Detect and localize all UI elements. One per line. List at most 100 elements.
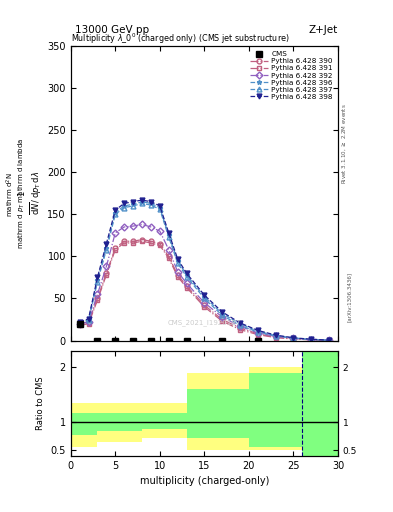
Pythia 6.428 398 <box>291 335 296 341</box>
Pythia 6.428 392 <box>140 221 144 227</box>
Pythia 6.428 398 <box>86 315 91 322</box>
Text: Z+Jet: Z+Jet <box>309 25 338 35</box>
Pythia 6.428 392 <box>255 330 260 336</box>
Pythia 6.428 397 <box>122 204 127 210</box>
Pythia 6.428 391 <box>113 247 118 253</box>
Pythia 6.428 391 <box>86 321 91 327</box>
Pythia 6.428 396 <box>184 272 189 278</box>
Pythia 6.428 392 <box>175 268 180 274</box>
Pythia 6.428 398 <box>202 292 207 298</box>
Pythia 6.428 390 <box>166 253 171 260</box>
Pythia 6.428 397 <box>166 234 171 240</box>
Pythia 6.428 390 <box>175 272 180 278</box>
Pythia 6.428 396 <box>255 328 260 334</box>
Pythia 6.428 398 <box>77 319 82 325</box>
Pythia 6.428 398 <box>95 274 100 281</box>
Pythia 6.428 396 <box>273 332 278 338</box>
Pythia 6.428 392 <box>86 319 91 325</box>
Pythia 6.428 397 <box>309 336 314 343</box>
Pythia 6.428 398 <box>131 199 136 205</box>
Pythia 6.428 390 <box>149 238 153 244</box>
Pythia 6.428 392 <box>273 333 278 339</box>
Pythia 6.428 392 <box>95 291 100 297</box>
Line: Pythia 6.428 392: Pythia 6.428 392 <box>77 222 332 343</box>
Pythia 6.428 397 <box>327 337 331 344</box>
Pythia 6.428 392 <box>184 280 189 286</box>
Pythia 6.428 390 <box>95 295 100 302</box>
Pythia 6.428 390 <box>184 283 189 289</box>
Pythia 6.428 398 <box>175 256 180 262</box>
Pythia 6.428 391 <box>202 304 207 310</box>
Pythia 6.428 392 <box>158 228 162 234</box>
Pythia 6.428 396 <box>131 201 136 207</box>
Pythia 6.428 390 <box>131 238 136 244</box>
Pythia 6.428 397 <box>104 247 109 253</box>
Pythia 6.428 396 <box>149 200 153 206</box>
Pythia 6.428 397 <box>291 335 296 341</box>
Pythia 6.428 398 <box>327 337 331 343</box>
Pythia 6.428 390 <box>255 331 260 337</box>
CMS <box>113 337 118 344</box>
Pythia 6.428 391 <box>77 323 82 329</box>
Pythia 6.428 396 <box>104 245 109 251</box>
Pythia 6.428 398 <box>255 327 260 333</box>
Line: Pythia 6.428 390: Pythia 6.428 390 <box>77 237 332 343</box>
Y-axis label: Ratio to CMS: Ratio to CMS <box>36 376 45 430</box>
Pythia 6.428 398 <box>273 332 278 338</box>
Pythia 6.428 391 <box>291 336 296 342</box>
Pythia 6.428 392 <box>327 337 331 344</box>
Text: 13000 GeV pp: 13000 GeV pp <box>75 25 149 35</box>
Pythia 6.428 390 <box>77 321 82 327</box>
Pythia 6.428 396 <box>122 203 127 209</box>
Pythia 6.428 392 <box>149 224 153 230</box>
CMS <box>95 337 100 344</box>
Pythia 6.428 396 <box>309 336 314 343</box>
Pythia 6.428 398 <box>309 336 314 342</box>
Pythia 6.428 396 <box>175 258 180 264</box>
Pythia 6.428 397 <box>86 317 91 324</box>
Line: Pythia 6.428 398: Pythia 6.428 398 <box>77 198 332 343</box>
Pythia 6.428 392 <box>309 336 314 343</box>
Pythia 6.428 397 <box>77 321 82 327</box>
Pythia 6.428 392 <box>113 230 118 236</box>
Pythia 6.428 392 <box>104 264 109 270</box>
Pythia 6.428 397 <box>273 333 278 339</box>
Pythia 6.428 391 <box>184 285 189 291</box>
Line: CMS: CMS <box>77 321 261 344</box>
X-axis label: multiplicity (charged-only): multiplicity (charged-only) <box>140 476 269 486</box>
Pythia 6.428 398 <box>166 230 171 236</box>
Pythia 6.428 392 <box>291 335 296 342</box>
Pythia 6.428 397 <box>175 260 180 266</box>
Pythia 6.428 390 <box>113 245 118 251</box>
Pythia 6.428 398 <box>149 199 153 205</box>
Pythia 6.428 398 <box>220 309 224 315</box>
Pythia 6.428 396 <box>220 311 224 317</box>
Pythia 6.428 397 <box>149 202 153 208</box>
Text: Multiplicity $\lambda\_0^{0}$ (charged only) (CMS jet substructure): Multiplicity $\lambda\_0^{0}$ (charged o… <box>71 32 289 46</box>
Pythia 6.428 396 <box>202 294 207 300</box>
Pythia 6.428 391 <box>309 337 314 343</box>
Pythia 6.428 398 <box>184 270 189 276</box>
Pythia 6.428 390 <box>309 336 314 343</box>
Legend: CMS, Pythia 6.428 390, Pythia 6.428 391, Pythia 6.428 392, Pythia 6.428 396, Pyt: CMS, Pythia 6.428 390, Pythia 6.428 391,… <box>248 50 334 101</box>
CMS <box>184 337 189 344</box>
Pythia 6.428 391 <box>131 240 136 246</box>
Text: CMS_2021_I1920187: CMS_2021_I1920187 <box>168 319 241 326</box>
Pythia 6.428 390 <box>140 237 144 243</box>
CMS <box>131 337 136 344</box>
Y-axis label: $\mathrm{1}$
$\overline{\mathrm{d}N}\,/\,\mathrm{d}p_{\mathrm{T}}\,\mathrm{d}\la: $\mathrm{1}$ $\overline{\mathrm{d}N}\,/\… <box>16 171 44 216</box>
Pythia 6.428 396 <box>113 209 118 216</box>
Pythia 6.428 391 <box>122 240 127 246</box>
Pythia 6.428 391 <box>166 255 171 261</box>
CMS <box>220 337 224 344</box>
Pythia 6.428 392 <box>220 314 224 320</box>
Pythia 6.428 396 <box>327 337 331 343</box>
CMS <box>166 337 171 344</box>
Pythia 6.428 391 <box>140 238 144 244</box>
Pythia 6.428 390 <box>158 241 162 247</box>
Line: Pythia 6.428 391: Pythia 6.428 391 <box>77 239 332 343</box>
Pythia 6.428 390 <box>202 302 207 308</box>
Pythia 6.428 390 <box>86 319 91 325</box>
Pythia 6.428 391 <box>273 334 278 340</box>
Pythia 6.428 397 <box>113 211 118 218</box>
